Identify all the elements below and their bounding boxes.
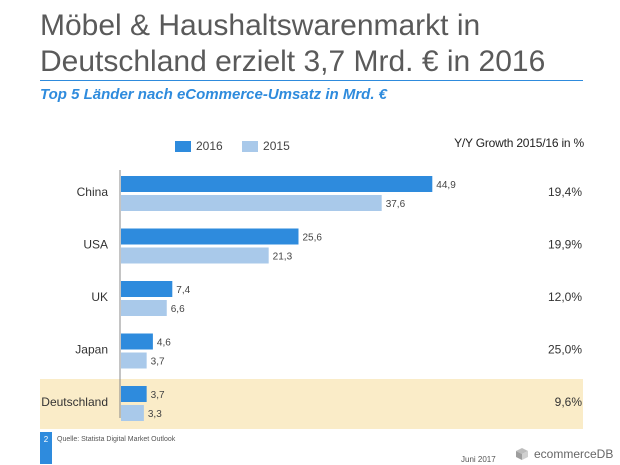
category-label-deutschland: Deutschland [41, 395, 108, 409]
legend-swatch-2016 [175, 140, 191, 152]
title-divider [40, 80, 583, 81]
growth-value-uk: 12,0% [548, 290, 582, 304]
legend-item-2015: 2015 [242, 139, 290, 153]
category-label-china: China [77, 185, 109, 199]
growth-value-usa: 19,9% [548, 238, 582, 252]
data-label-2015-china: 37,6 [386, 199, 406, 210]
data-label-2016-china: 44,9 [436, 180, 456, 191]
data-label-2016-uk: 7,4 [176, 285, 190, 296]
legend-label-2016: 2016 [196, 139, 223, 153]
growth-value-china: 19,4% [548, 185, 582, 199]
bar-2016-usa [121, 228, 299, 245]
data-label-2016-usa: 25,6 [302, 233, 322, 244]
bar-2015-japan [121, 352, 147, 369]
data-label-2016-deutschland: 3,7 [151, 390, 165, 401]
growth-value-deutschland: 9,6% [555, 395, 583, 409]
bar-2015-china [121, 195, 382, 211]
data-label-2015-deutschland: 3,3 [148, 409, 162, 420]
chart-legend: 2016 2015 [175, 139, 306, 155]
bar-2015-uk [121, 300, 167, 316]
source-note: Quelle: Statista Digital Market Outlook [57, 436, 176, 443]
page-title: Möbel & Haushaltswarenmarkt in Deutschla… [40, 9, 546, 78]
bar-2015-deutschland [121, 405, 144, 421]
bar-2016-uk [121, 281, 173, 297]
date-note: Juni 2017 [461, 455, 496, 464]
data-label-2016-japan: 4,6 [157, 338, 171, 349]
data-label-2015-japan: 3,7 [151, 357, 165, 368]
data-label-2015-uk: 6,6 [171, 304, 185, 315]
growth-value-japan: 25,0% [548, 343, 582, 357]
bar-2015-usa [121, 247, 269, 264]
bar-2016-japan [121, 333, 153, 350]
bar-2016-deutschland [121, 386, 147, 402]
category-label-usa: USA [83, 238, 108, 252]
growth-column-header: Y/Y Growth 2015/16 in % [454, 136, 584, 150]
bar-2016-china [121, 176, 433, 192]
ecommercedb-logo-icon [516, 448, 528, 460]
category-label-uk: UK [91, 290, 108, 304]
page-number: 2 [40, 432, 52, 464]
legend-label-2015: 2015 [263, 139, 290, 153]
legend-swatch-2015 [242, 140, 259, 152]
chart-subtitle: Top 5 Länder nach eCommerce-Umsatz in Mr… [40, 86, 388, 103]
brand-logo: ecommerceDB [514, 447, 613, 461]
legend-item-2016: 2016 [175, 139, 223, 153]
category-label-japan: Japan [75, 343, 108, 357]
brand-name: ecommerceDB [534, 447, 614, 461]
data-label-2015-usa: 21,3 [273, 252, 293, 263]
